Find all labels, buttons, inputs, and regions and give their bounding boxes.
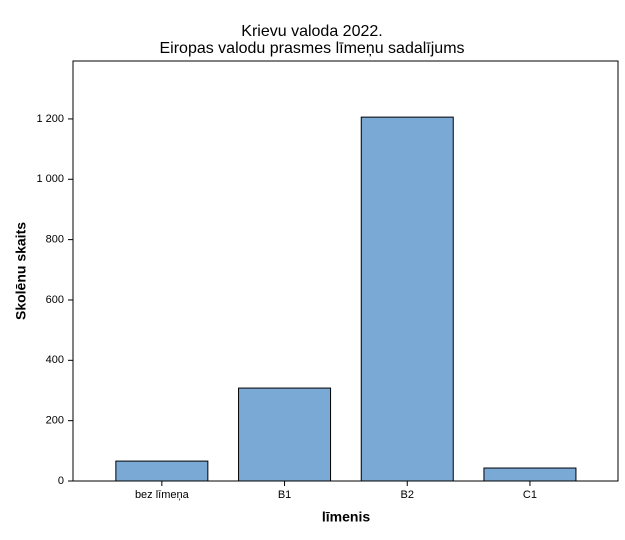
x-tick-label: B1 (278, 489, 291, 501)
chart-title: Krievu valoda 2022. (241, 23, 382, 40)
x-tick-label: bez līmeņa (135, 489, 190, 501)
bar (360, 116, 454, 482)
y-tick-label: 1 200 (36, 113, 64, 125)
y-tick-label: 800 (46, 234, 64, 246)
x-tick-label: C1 (523, 489, 537, 501)
y-tick-label: 0 (58, 475, 64, 487)
y-tick-label: 600 (46, 294, 64, 306)
y-tick-label: 400 (46, 354, 64, 366)
bar (115, 460, 209, 482)
bar (238, 387, 332, 482)
y-tick-label: 200 (46, 415, 64, 427)
bar (483, 467, 577, 482)
chart-subtitle: Eiropas valodu prasmes līmeņu sadalījums (159, 40, 464, 57)
plot-frame (72, 60, 619, 482)
x-tick-label: B2 (401, 489, 414, 501)
y-tick-label: 1 000 (36, 173, 64, 185)
x-axis-label: līmenis (322, 509, 370, 525)
y-axis-label: Skolēnu skaits (13, 222, 29, 320)
